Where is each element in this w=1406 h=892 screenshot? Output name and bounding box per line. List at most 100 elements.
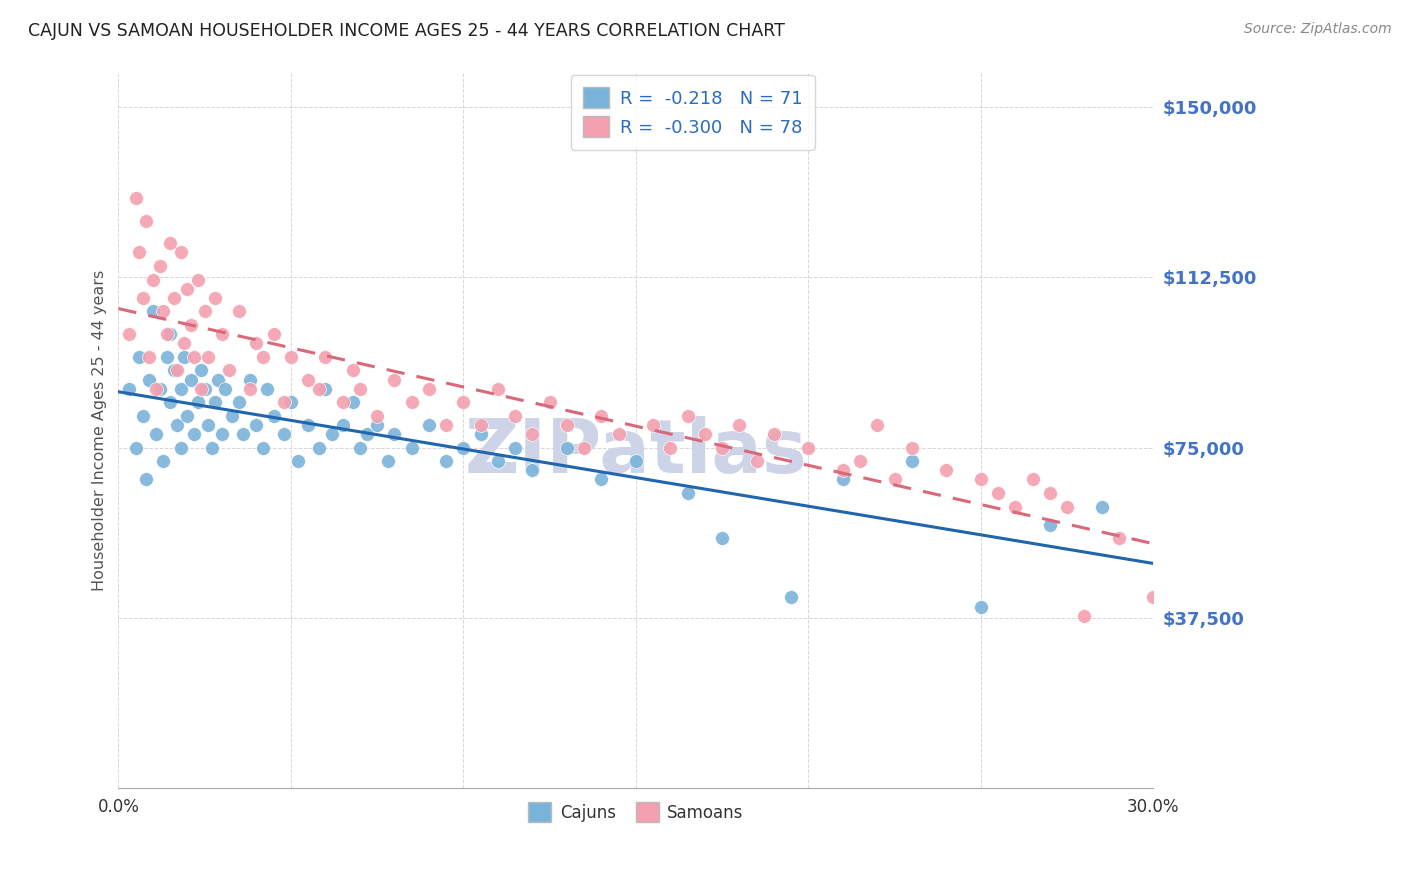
Point xyxy=(356,427,378,442)
Point xyxy=(901,454,924,468)
Point xyxy=(152,304,174,318)
Point xyxy=(538,395,561,409)
Point xyxy=(901,441,924,455)
Point xyxy=(434,454,457,468)
Point xyxy=(162,363,184,377)
Point xyxy=(166,363,188,377)
Point xyxy=(263,327,285,342)
Point xyxy=(366,409,388,423)
Point xyxy=(377,454,399,468)
Point xyxy=(263,409,285,423)
Point xyxy=(591,472,613,486)
Point xyxy=(194,382,217,396)
Point xyxy=(555,417,578,432)
Point xyxy=(728,417,751,432)
Point xyxy=(676,486,699,500)
Point xyxy=(245,336,267,351)
Point xyxy=(273,395,295,409)
Point xyxy=(166,417,188,432)
Point xyxy=(149,382,172,396)
Point xyxy=(831,472,853,486)
Point xyxy=(349,382,371,396)
Point xyxy=(1090,500,1112,514)
Point xyxy=(197,350,219,364)
Point xyxy=(211,327,233,342)
Point xyxy=(1056,500,1078,514)
Y-axis label: Householder Income Ages 25 - 44 years: Householder Income Ages 25 - 44 years xyxy=(93,270,107,591)
Point xyxy=(1108,532,1130,546)
Point xyxy=(128,245,150,260)
Point xyxy=(197,417,219,432)
Point xyxy=(135,472,157,486)
Point xyxy=(1039,486,1062,500)
Point xyxy=(118,327,141,342)
Point xyxy=(314,350,336,364)
Point xyxy=(332,395,354,409)
Point xyxy=(145,382,167,396)
Point xyxy=(169,245,191,260)
Point xyxy=(173,350,195,364)
Point xyxy=(176,409,198,423)
Point xyxy=(273,427,295,442)
Point xyxy=(470,417,492,432)
Point xyxy=(245,417,267,432)
Point xyxy=(159,395,181,409)
Point xyxy=(190,363,212,377)
Point xyxy=(780,591,803,605)
Point xyxy=(453,441,475,455)
Point xyxy=(149,259,172,273)
Point xyxy=(176,282,198,296)
Point xyxy=(418,417,440,432)
Point xyxy=(624,454,647,468)
Point xyxy=(970,599,993,614)
Point xyxy=(342,363,364,377)
Point xyxy=(503,409,526,423)
Point xyxy=(159,327,181,342)
Point xyxy=(987,486,1010,500)
Point xyxy=(711,441,734,455)
Text: CAJUN VS SAMOAN HOUSEHOLDER INCOME AGES 25 - 44 YEARS CORRELATION CHART: CAJUN VS SAMOAN HOUSEHOLDER INCOME AGES … xyxy=(28,22,785,40)
Point xyxy=(159,236,181,251)
Text: ZIPatlas: ZIPatlas xyxy=(464,416,807,489)
Point xyxy=(1021,472,1043,486)
Point xyxy=(131,291,153,305)
Point xyxy=(366,417,388,432)
Point xyxy=(308,382,330,396)
Point xyxy=(676,409,699,423)
Point xyxy=(401,441,423,455)
Point xyxy=(131,409,153,423)
Point xyxy=(169,441,191,455)
Point xyxy=(308,441,330,455)
Point xyxy=(128,350,150,364)
Point xyxy=(1142,591,1164,605)
Point xyxy=(522,427,544,442)
Point xyxy=(693,427,716,442)
Point xyxy=(152,454,174,468)
Point xyxy=(256,382,278,396)
Point xyxy=(607,427,630,442)
Point xyxy=(238,372,260,386)
Point xyxy=(145,427,167,442)
Point xyxy=(418,382,440,396)
Legend: Cajuns, Samoans: Cajuns, Samoans xyxy=(520,794,752,830)
Point xyxy=(643,417,665,432)
Point xyxy=(866,417,889,432)
Point xyxy=(125,191,148,205)
Point xyxy=(228,304,250,318)
Point xyxy=(745,454,768,468)
Point xyxy=(555,441,578,455)
Point xyxy=(1004,500,1026,514)
Point xyxy=(252,441,274,455)
Point xyxy=(180,318,202,332)
Point xyxy=(200,441,222,455)
Point xyxy=(194,304,217,318)
Point xyxy=(221,409,243,423)
Point xyxy=(1039,517,1062,532)
Point xyxy=(138,372,160,386)
Point xyxy=(173,336,195,351)
Point xyxy=(297,417,319,432)
Point xyxy=(187,395,209,409)
Point xyxy=(125,441,148,455)
Point xyxy=(180,372,202,386)
Point xyxy=(218,363,240,377)
